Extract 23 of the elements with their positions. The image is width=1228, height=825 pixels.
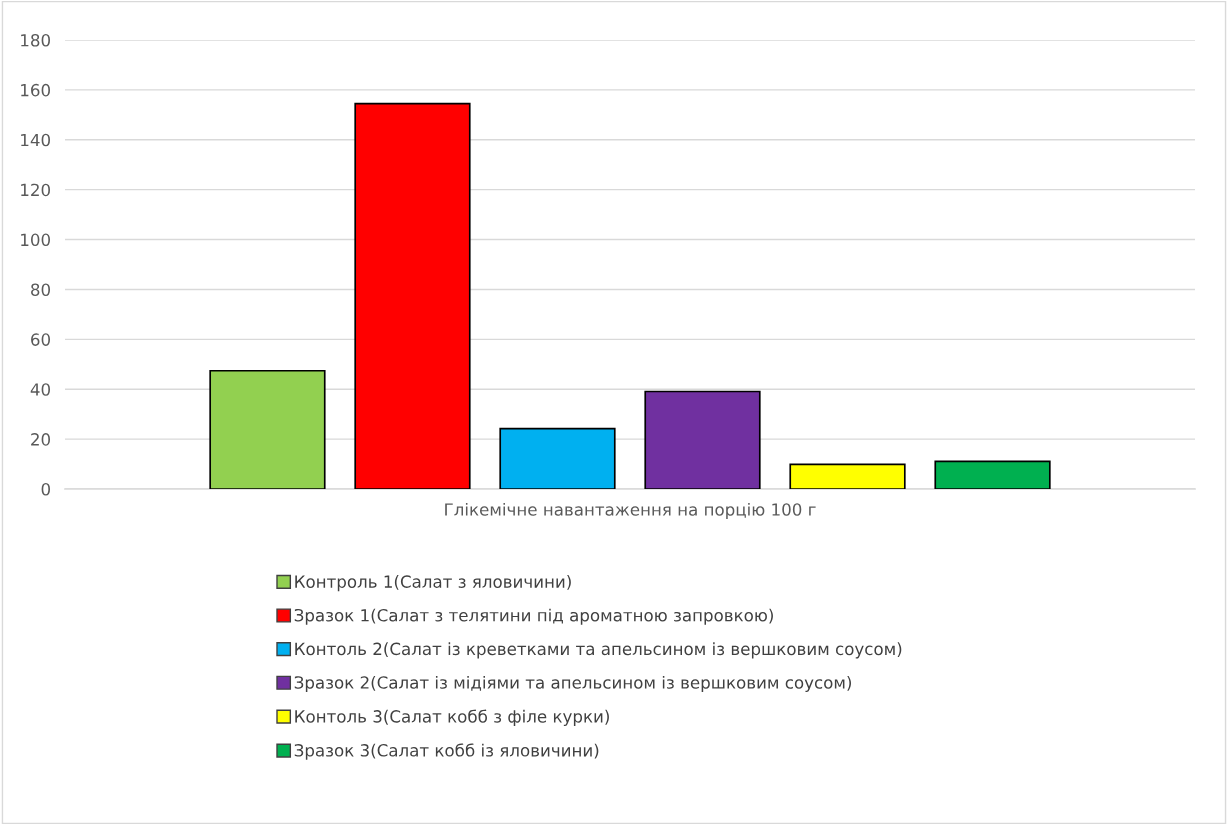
y-tick-label: 80	[31, 283, 50, 297]
bar	[934, 460, 1051, 489]
legend-label: Контоль 2(Салат із креветками та апельсином із вершковим соусом)	[295, 642, 902, 659]
legend-label: Зразок 3(Салат кобб із яловичини)	[294, 743, 599, 760]
y-tick-label: 0	[41, 482, 50, 496]
y-tick-label: 60	[31, 333, 50, 346]
bar	[644, 390, 761, 489]
x-tick-label: Глікемічне навантаження на порцію 100 г	[445, 502, 816, 520]
legend-label: Зразок 1(Салат з телятини під ароматною запровкою)	[294, 608, 773, 625]
legend-label: Контоль 3(Салат кобб з філе курки)	[295, 709, 609, 726]
y-tick-label: 20	[31, 433, 50, 446]
bar	[789, 463, 906, 489]
y-tick-label: 120	[21, 183, 50, 197]
bar	[209, 369, 326, 489]
bar	[499, 427, 616, 489]
y-tick-label: 100	[21, 233, 50, 247]
legend-label: Зразок 2(Салат із мідіями та апельсином із вершковим соусом)	[294, 675, 852, 693]
y-tick-label: 40	[30, 383, 50, 396]
y-tick-label: 160	[21, 83, 50, 97]
bar	[354, 102, 471, 489]
y-tick-label: 180	[21, 33, 50, 47]
y-tick-label: 140	[21, 133, 50, 147]
legend-label: Контроль 1(Салат з яловичини)	[295, 575, 571, 592]
